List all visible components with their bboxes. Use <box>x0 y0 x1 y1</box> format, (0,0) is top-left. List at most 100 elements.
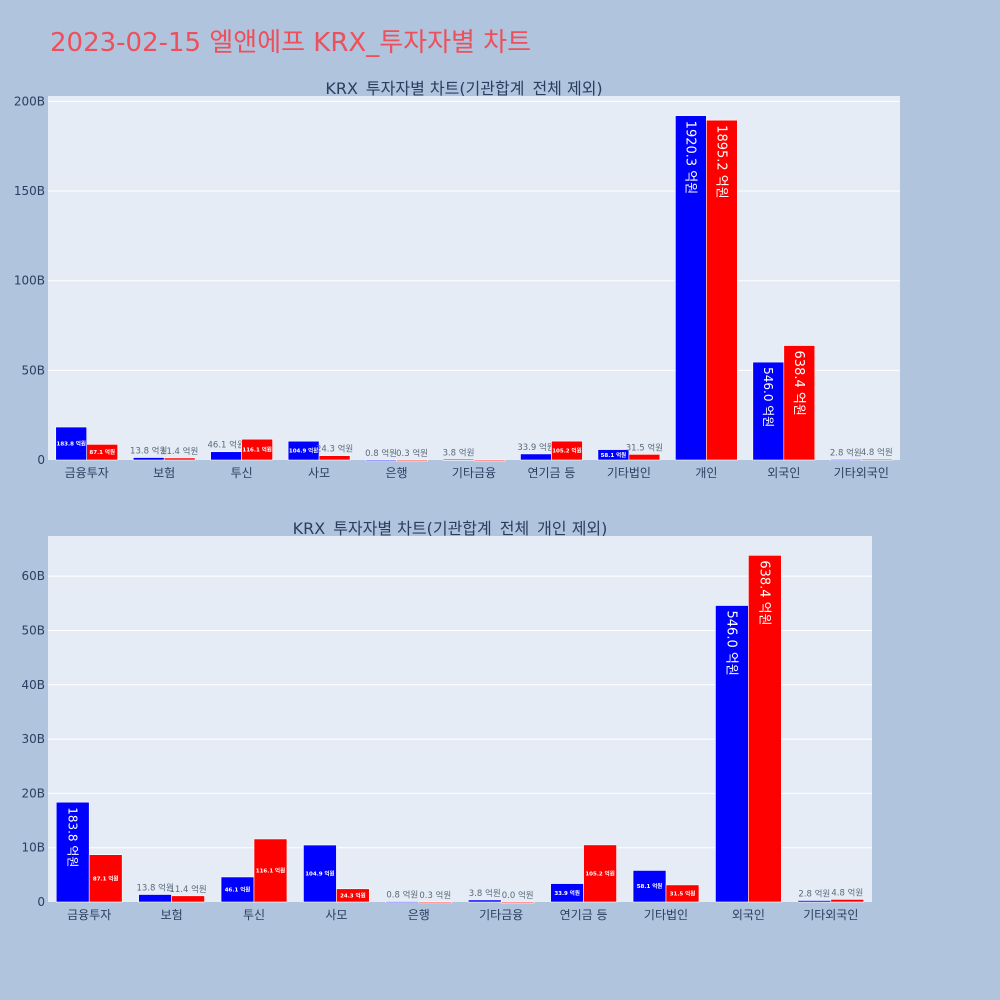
bar-value-label: 105.2 억원 <box>552 447 581 455</box>
y-tick-label: 0 <box>37 453 45 467</box>
bar-value-label: 0.3 억원 <box>396 448 428 459</box>
x-tick-label: 투신 <box>243 908 265 922</box>
bar-value-label: 0.0 억원 <box>502 890 534 901</box>
bar <box>583 844 617 903</box>
bar-value-label: 104.9 억원 <box>289 447 318 455</box>
bar <box>830 899 865 903</box>
bar <box>303 844 337 903</box>
bar-value-label: 46.1 억원 <box>208 440 245 451</box>
bar-value-label: 1920.3 억원 <box>682 121 697 195</box>
bar <box>418 901 453 904</box>
bar <box>138 894 172 903</box>
bar-value-label: 546.0 억원 <box>723 611 738 676</box>
bar-value-label: 31.5 억원 <box>626 442 663 453</box>
bar <box>797 900 832 903</box>
y-tick-label: 50B <box>21 363 45 377</box>
bar <box>55 801 90 903</box>
bar-value-label: 87.1 억원 <box>89 448 115 456</box>
bar <box>396 459 428 462</box>
y-tick-label: 0 <box>37 895 45 909</box>
bar-value-label: 3.8 억원 <box>443 447 475 458</box>
bar-value-label: 4.8 억원 <box>861 447 893 458</box>
bar <box>665 884 700 903</box>
bar-value-label: 24.3 억원 <box>316 444 353 455</box>
bar-value-label: 87.1 억원 <box>93 874 119 882</box>
x-tick-label: 연기금 등 <box>560 908 608 922</box>
bar <box>715 605 749 903</box>
bar <box>442 459 475 461</box>
y-tick-label: 30B <box>21 732 45 746</box>
bar-value-label: 13.8 억원 <box>130 446 167 457</box>
y-tick-label: 50B <box>21 623 45 637</box>
bar <box>336 888 370 903</box>
bar <box>171 895 205 903</box>
y-tick-label: 100B <box>14 274 45 288</box>
bar <box>163 457 196 461</box>
bar-value-label: 0.3 억원 <box>419 890 451 901</box>
bar-value-label: 2.8 억원 <box>830 447 862 458</box>
bar <box>55 426 88 461</box>
bar-value-label: 116.1 억원 <box>256 866 285 874</box>
x-tick-label: 사모 <box>308 466 330 480</box>
bar-value-label: 183.8 억원 <box>57 440 86 448</box>
bar <box>88 854 123 903</box>
x-tick-label: 투신 <box>231 466 253 480</box>
x-tick-label: 외국인 <box>732 908 765 922</box>
bar <box>752 361 785 461</box>
bar <box>706 119 738 461</box>
bar <box>632 870 667 903</box>
bar-value-label: 638.4 억원 <box>791 351 806 416</box>
bar <box>241 438 273 461</box>
bar-value-label: 13.8 억원 <box>136 883 173 894</box>
x-tick-label: 기타외국인 <box>834 466 889 480</box>
bar <box>473 459 506 462</box>
bar-value-label: 183.8 억원 <box>66 807 80 867</box>
bar-value-label: 33.9 억원 <box>554 889 580 897</box>
bar <box>628 454 661 461</box>
bar-value-label: 546.0 억원 <box>761 367 775 427</box>
x-tick-label: 기타외국인 <box>803 908 858 922</box>
bar-value-label: 4.8 억원 <box>831 887 863 898</box>
bar <box>287 440 320 461</box>
bar <box>551 440 583 461</box>
x-tick-label: 은행 <box>385 465 407 480</box>
bar <box>210 451 242 461</box>
x-tick-label: 은행 <box>408 907 430 922</box>
x-tick-label: 금융투자 <box>65 466 109 480</box>
bar <box>253 838 288 903</box>
x-tick-label: 개인 <box>695 466 717 480</box>
bar-value-label: 58.1 억원 <box>601 451 627 459</box>
bar-value-label: 2.8 억원 <box>798 888 830 899</box>
bar-value-label: 1895.2 억원 <box>713 125 728 199</box>
y-tick-label: 20B <box>21 786 45 800</box>
bar-value-label: 0.8 억원 <box>365 448 397 459</box>
chart-top: KRX_투자자별 차트(기관합계_전체 제외) 0 50B 100B 150B 200B 금… <box>14 79 900 480</box>
bar <box>748 555 782 903</box>
bar <box>365 459 397 462</box>
bar-value-label: 24.3 억원 <box>340 891 366 899</box>
bar-value-label: 11.4 억원 <box>169 884 206 895</box>
bar-value-label: 46.1 억원 <box>225 885 251 893</box>
chart-bottom: KRX_투자자별 차트(기관합계_전체_개인 제외) 0 10B 20B 30B 40B 5… <box>21 519 872 922</box>
bar-value-label: 105.2 억원 <box>585 869 614 877</box>
x-tick-label: 보험 <box>161 908 183 922</box>
bar <box>467 899 502 903</box>
bar-value-label: 11.4 억원 <box>161 446 198 457</box>
bar-value-label: 116.1 억원 <box>242 446 271 454</box>
bar <box>86 444 119 461</box>
bar <box>318 455 351 461</box>
bar-value-label: 58.1 억원 <box>637 882 663 890</box>
y-tick-label: 150B <box>14 184 45 198</box>
bar-value-label: 638.4 억원 <box>756 560 771 625</box>
page-title: 2023-02-15 엘앤에프 KRX_투자자별 차트 <box>50 28 532 58</box>
bar-value-label: 104.9 억원 <box>305 870 334 878</box>
x-tick-label: 기타법인 <box>607 466 651 480</box>
chart-subtitle: KRX_투자자별 차트(기관합계_전체_개인 제외) <box>293 519 608 539</box>
x-tick-label: 기타금융 <box>479 908 523 922</box>
x-tick-label: 금융투자 <box>67 908 111 922</box>
bar <box>860 458 893 461</box>
bar <box>520 453 552 461</box>
bar <box>385 901 420 903</box>
x-tick-label: 연기금 등 <box>527 466 575 480</box>
bar <box>132 457 165 461</box>
